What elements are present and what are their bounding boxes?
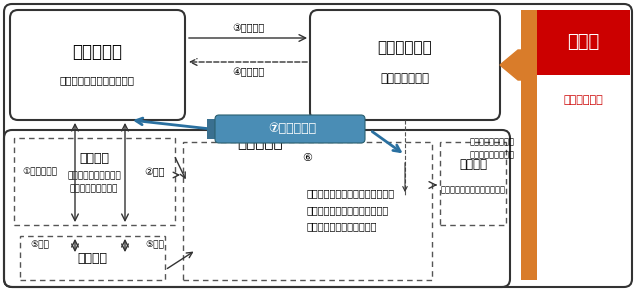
Text: ⑦書面で報告: ⑦書面で報告 (268, 123, 316, 136)
Bar (20, 236, 165, 280)
FancyBboxPatch shape (215, 115, 365, 143)
Text: 受　注　者: 受 注 者 (237, 136, 283, 150)
Text: 下請負人: 下請負人 (77, 251, 107, 265)
Text: （対象建設工事の届出
事項に関する書面）: （対象建設工事の届出 事項に関する書面） (67, 171, 121, 193)
Text: ②契約: ②契約 (145, 167, 165, 177)
Text: （再資源化等の完了の確認）: （再資源化等の完了の確認） (441, 185, 506, 194)
Bar (14, 138, 175, 225)
Text: （分別解体等の計画作成）: （分別解体等の計画作成） (60, 75, 134, 85)
Bar (537, 10, 630, 75)
Text: 発　注　者: 発 注 者 (72, 43, 122, 61)
Bar (183, 142, 432, 280)
Text: 都道府県知事: 都道府県知事 (378, 40, 432, 56)
Bar (521, 10, 537, 280)
Text: ⑤契約: ⑤契約 (146, 240, 165, 249)
Text: ①書面で説明: ①書面で説明 (22, 168, 57, 177)
Text: （特定行政庁）: （特定行政庁） (380, 72, 429, 84)
Text: 報　告: 報 告 (567, 33, 599, 51)
Text: 助言・勧告、命令、
報告徴収、立入検査: 助言・勧告、命令、 報告徴収、立入検査 (470, 137, 515, 159)
FancyArrow shape (500, 50, 521, 80)
Text: 元請業者: 元請業者 (459, 159, 487, 171)
Text: ④変更命令: ④変更命令 (232, 67, 264, 77)
Text: ・分別解体等、再資源化等の実施
・技術管理者による施工の管理
・現場における標識の掲示: ・分別解体等、再資源化等の実施 ・技術管理者による施工の管理 ・現場における標識… (307, 189, 395, 231)
Bar (440, 142, 506, 225)
Bar (207, 119, 217, 139)
Text: （今回創設）: （今回創設） (563, 95, 603, 105)
Text: 元請業者: 元請業者 (79, 152, 109, 164)
Text: ③事前届出: ③事前届出 (232, 23, 264, 33)
Text: ⑤告知: ⑤告知 (31, 240, 50, 249)
Text: ⑥: ⑥ (302, 153, 312, 163)
